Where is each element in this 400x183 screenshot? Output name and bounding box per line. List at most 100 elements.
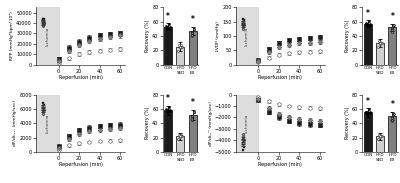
Point — [178, 46, 185, 48]
Point — [189, 114, 196, 117]
Point — [377, 40, 384, 43]
Point — [389, 118, 395, 121]
Point — [240, 143, 246, 146]
Point — [40, 21, 46, 24]
Point — [377, 42, 383, 45]
X-axis label: Reperfusion (min): Reperfusion (min) — [258, 163, 302, 167]
Point — [164, 25, 171, 28]
Point — [40, 20, 46, 23]
Point — [163, 25, 169, 27]
X-axis label: Reperfusion (min): Reperfusion (min) — [59, 75, 102, 80]
Point — [40, 17, 46, 20]
Point — [40, 112, 47, 115]
Point — [377, 133, 384, 136]
Point — [164, 109, 170, 112]
Point — [178, 135, 185, 138]
Point — [240, 137, 246, 140]
Point — [40, 24, 46, 27]
Y-axis label: RPP (mmHg*bpm*10³): RPP (mmHg*bpm*10³) — [10, 12, 14, 60]
Point — [177, 45, 184, 48]
Point — [167, 109, 174, 112]
Bar — [236, 7, 258, 65]
Text: *: * — [390, 12, 394, 21]
Point — [366, 107, 372, 110]
Point — [167, 25, 174, 28]
Point — [240, 141, 246, 144]
Point — [364, 113, 370, 116]
Point — [40, 106, 46, 109]
Point — [189, 114, 195, 117]
Point — [40, 23, 46, 26]
Point — [378, 42, 384, 44]
Bar — [164, 27, 172, 65]
Point — [240, 26, 246, 29]
Point — [40, 102, 46, 105]
Point — [189, 119, 195, 122]
Point — [189, 117, 196, 120]
Point — [240, 23, 246, 26]
Point — [176, 43, 182, 46]
Point — [240, 27, 246, 30]
Point — [190, 27, 197, 30]
Point — [176, 133, 182, 136]
Point — [240, 139, 246, 142]
Point — [164, 25, 170, 28]
Point — [240, 20, 246, 23]
Point — [377, 135, 383, 138]
Y-axis label: LVDP (mmHg): LVDP (mmHg) — [216, 21, 220, 51]
Bar — [189, 115, 197, 152]
Point — [377, 135, 383, 137]
Y-axis label: Recovery (%): Recovery (%) — [145, 107, 150, 139]
Point — [389, 29, 395, 32]
Text: Ischemia: Ischemia — [245, 113, 249, 133]
Bar — [36, 95, 58, 152]
Point — [40, 111, 46, 114]
Text: *: * — [166, 94, 170, 103]
Point — [41, 20, 47, 23]
Bar — [36, 7, 58, 65]
Point — [167, 110, 173, 113]
Point — [40, 110, 46, 113]
Point — [240, 132, 246, 135]
Bar — [364, 112, 372, 152]
Point — [240, 22, 246, 25]
Point — [388, 30, 395, 33]
Point — [363, 111, 370, 114]
Text: Ischemia: Ischemia — [245, 26, 249, 46]
Point — [40, 19, 46, 22]
Point — [167, 26, 173, 29]
Point — [240, 139, 246, 142]
Point — [375, 138, 381, 141]
Point — [164, 27, 170, 30]
Point — [375, 40, 382, 43]
Bar — [364, 24, 372, 65]
Point — [177, 44, 184, 47]
Point — [166, 22, 172, 25]
Point — [364, 22, 370, 25]
Point — [175, 138, 182, 141]
Bar — [376, 136, 384, 152]
Point — [240, 137, 246, 140]
Point — [240, 134, 246, 137]
Point — [40, 24, 47, 27]
Point — [364, 24, 370, 27]
Point — [389, 116, 395, 119]
Point — [190, 111, 197, 113]
Point — [362, 110, 369, 113]
Point — [164, 111, 170, 113]
Point — [189, 115, 196, 118]
Point — [40, 22, 47, 25]
Point — [240, 143, 246, 146]
X-axis label: Reperfusion (min): Reperfusion (min) — [59, 163, 102, 167]
Point — [40, 21, 46, 24]
Point — [177, 135, 184, 137]
Point — [191, 111, 197, 113]
Text: Ischemia: Ischemia — [45, 113, 49, 133]
Point — [40, 19, 46, 22]
Point — [189, 30, 195, 33]
Point — [363, 22, 370, 25]
Point — [40, 109, 46, 112]
Point — [389, 27, 395, 30]
Point — [240, 23, 247, 26]
Point — [164, 109, 171, 112]
